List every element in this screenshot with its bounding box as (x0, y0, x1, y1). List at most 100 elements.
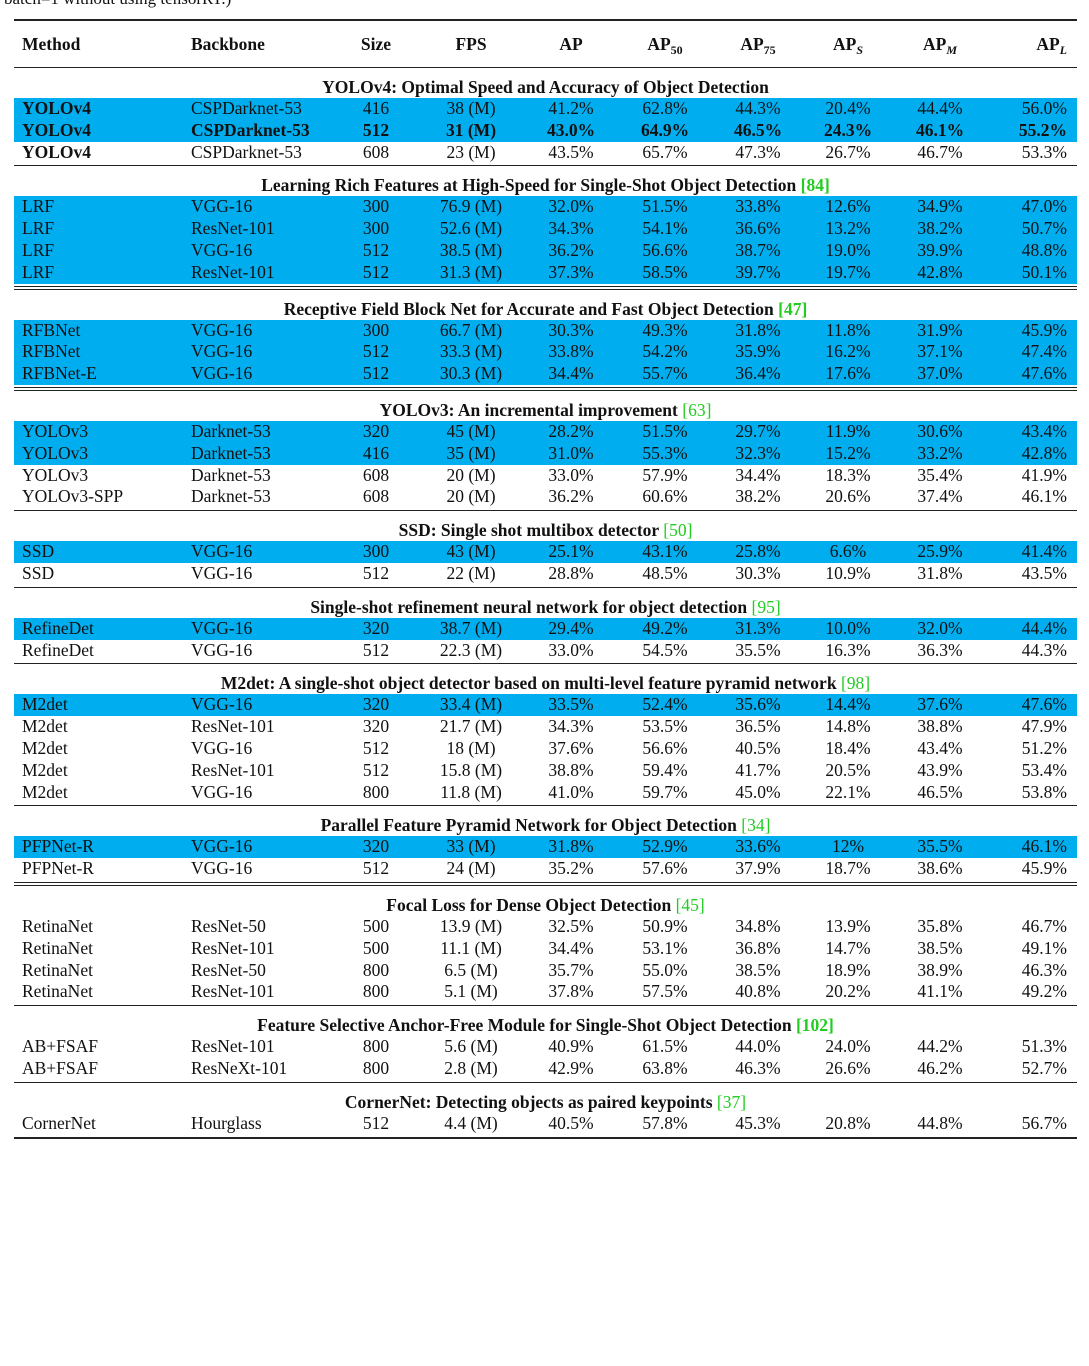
cell-backbone: CSPDarknet-53 (191, 141, 302, 162)
cell-size: 300 (341, 319, 411, 342)
cell-ap50: 55.0% (642, 959, 688, 980)
citation-number[interactable]: 47 (783, 298, 802, 319)
cell-aps: 13.9% (825, 915, 871, 936)
cell-aps: 24.3% (797, 119, 899, 142)
citation-number[interactable]: 98 (846, 673, 865, 694)
citation-link[interactable]: [50] (663, 520, 693, 541)
citation-link[interactable]: [45] (675, 894, 705, 915)
cell-size: 512 (362, 737, 390, 758)
cell-ap75: 38.7% (719, 239, 797, 262)
citation-link[interactable]: [37] (716, 1091, 747, 1112)
cell-ap50: 57.6% (642, 858, 688, 879)
cell-apl: 51.2% (1021, 737, 1067, 758)
cell-fps: 2.8 (M) (444, 1057, 498, 1078)
group-title-text: Receptive Field Block Net for Accurate a… (283, 298, 774, 319)
cell-ap: 33.5% (531, 694, 611, 717)
cell-apm: 38.2% (899, 218, 981, 240)
cell-ap75: 29.7% (719, 420, 797, 443)
cell-apl: 47.9% (1021, 716, 1067, 737)
citation-number[interactable]: 45 (681, 894, 699, 915)
group-title-row: Feature Selective Anchor-Free Module for… (14, 1006, 1077, 1036)
group-title: Feature Selective Anchor-Free Module for… (14, 1006, 1077, 1036)
cell-ap50: 61.5% (642, 1036, 688, 1057)
cell-ap75: 33.8% (719, 196, 797, 219)
citation-number[interactable]: 34 (747, 815, 765, 836)
citation-link[interactable]: [63] (682, 399, 712, 420)
cell-ap75: 40.8% (735, 981, 781, 1002)
header-method: Method (14, 20, 183, 68)
rule-divider (14, 165, 1077, 167)
rule-divider (14, 1136, 1077, 1140)
cell-size: 512 (341, 239, 411, 262)
rule-divider (14, 587, 1077, 588)
cell-method: M2det (22, 716, 68, 737)
cell-aps: 10.0% (797, 617, 899, 640)
cell-aps: 20.5% (825, 759, 871, 780)
cell-backbone: VGG-16 (183, 541, 341, 563)
table-row: SSD VGG-16 300 43 (M) 25.1% 43.1% 25.8% 6.6% 25.… (14, 541, 1077, 563)
cell-apm: 44.8% (917, 1112, 963, 1133)
cell-apm: 37.4% (917, 486, 963, 507)
cell-ap75: 36.6% (719, 218, 797, 240)
header-subscript: S (856, 43, 863, 57)
group-title-text: Single-shot refinement neural network fo… (310, 596, 748, 617)
cell-size: 512 (362, 759, 390, 780)
cell-aps: 17.6% (797, 363, 899, 385)
cell-ap50: 48.5% (642, 562, 688, 583)
cell-backbone: ResNet-50 (191, 959, 266, 980)
citation-number[interactable]: 50 (669, 520, 687, 541)
citation-number[interactable]: 84 (806, 175, 824, 196)
cell-apl: 46.1% (981, 836, 1077, 859)
cell-method: CornerNet (22, 1112, 96, 1133)
citation-link[interactable]: [95] (751, 596, 781, 617)
citation-link[interactable]: [102] (795, 1015, 834, 1036)
table-row: CornerNet Hourglass 512 4.4 (M) 40.5% 57.8% 45… (14, 1113, 1077, 1135)
citation-link[interactable]: [34] (741, 815, 771, 836)
cell-ap50: 58.5% (611, 261, 719, 284)
cell-apl: 43.5% (1021, 562, 1067, 583)
cell-apl: 49.1% (1021, 937, 1067, 958)
group-title-row: Receptive Field Block Net for Accurate a… (14, 289, 1077, 320)
cell-fps: 21.7 (M) (439, 716, 503, 737)
cell-size: 500 (362, 937, 390, 958)
cell-aps: 14.7% (825, 937, 871, 958)
rule-divider (14, 663, 1077, 665)
cell-fps: 38.7 (M) (411, 617, 531, 640)
cell-fps: 5.6 (M) (444, 1036, 498, 1057)
cell-size: 800 (362, 959, 390, 980)
citation-number[interactable]: 37 (722, 1091, 741, 1112)
cell-apm: 35.8% (917, 915, 963, 936)
cell-fps: 23 (M) (446, 141, 496, 162)
citation-link[interactable]: [84] (800, 175, 830, 196)
citation-number[interactable]: 95 (757, 596, 775, 617)
rule-line (14, 805, 1077, 807)
cell-backbone: CSPDarknet-53 (183, 119, 341, 142)
rule-line (14, 1136, 1077, 1140)
citation-number[interactable]: 102 (801, 1015, 829, 1036)
cell-fps: 11.8 (M) (440, 781, 502, 802)
cell-ap50: 43.1% (611, 541, 719, 563)
cell-method: RetinaNet (22, 981, 93, 1002)
cell-method: YOLOv4 (14, 98, 183, 120)
cell-ap: 30.3% (531, 319, 611, 342)
cell-backbone: VGG-16 (183, 196, 341, 219)
table-row: M2det VGG-16 800 11.8 (M) 41.0% 59.7% 45.0% 22.… (14, 782, 1077, 804)
cell-apl: 47.6% (981, 694, 1077, 717)
cell-ap: 37.3% (531, 261, 611, 284)
cell-size: 300 (341, 541, 411, 563)
group-title-row: YOLOv3: An incremental improvement [63] (14, 390, 1077, 421)
cell-size: 800 (362, 781, 390, 802)
cell-fps: 18 (M) (446, 737, 496, 758)
citation-link[interactable]: [98] (840, 673, 871, 694)
citation-link[interactable]: [47] (778, 298, 808, 319)
cell-fps: 11.1 (M) (440, 937, 502, 958)
cell-ap: 28.8% (548, 562, 594, 583)
table-row: LRF ResNet-101 300 52.6 (M) 34.3% 54.1% 36.6% 1… (14, 218, 1077, 240)
cell-method: RFBNet (14, 319, 183, 342)
cell-ap75: 36.8% (735, 937, 781, 958)
citation-number[interactable]: 63 (688, 399, 706, 420)
cell-apm: 38.5% (917, 937, 963, 958)
cell-fps: 43 (M) (411, 541, 531, 563)
cell-apm: 30.6% (899, 420, 981, 443)
group-title-text: M2det: A single-shot object detector bas… (220, 673, 837, 694)
